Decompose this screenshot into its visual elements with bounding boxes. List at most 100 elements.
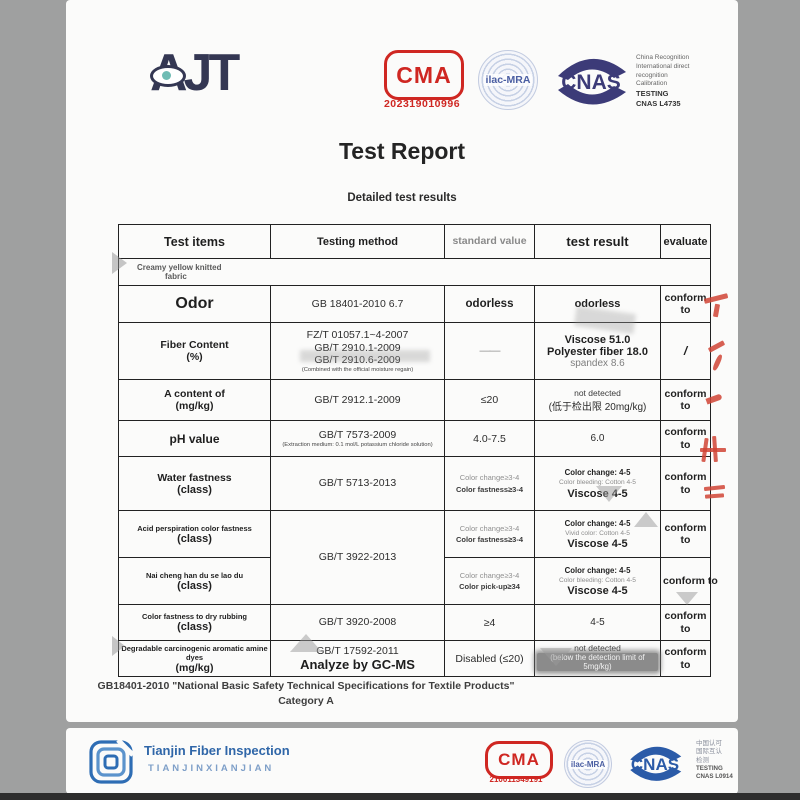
caption-line: International direct: [636, 62, 690, 70]
item-name: Degradable carcinogenic aromatic amine d…: [121, 643, 268, 662]
test-result: not detected: [574, 387, 621, 398]
item-unit: (mg/kg): [175, 400, 214, 412]
item-name: Water fastness: [157, 471, 232, 484]
eye-iris: [162, 71, 171, 80]
ilac-mra-label: ilac-MRA: [483, 74, 533, 86]
item-unit: (class): [177, 532, 212, 545]
col-header-test-items: Test items: [118, 224, 271, 259]
footnote-standard: GB18401-2010 "National Basic Safety Tech…: [97, 680, 515, 692]
sample-line: fabric: [165, 272, 187, 281]
cma-label: CMA: [396, 61, 452, 88]
test-result: Color change: 4-5: [564, 565, 631, 575]
cma-certificate-number: 210011349191: [489, 775, 543, 784]
col-header-standard-value: standard value: [444, 224, 535, 259]
test-result: Viscose 4-5: [567, 538, 628, 551]
photo-artifact: [540, 648, 572, 666]
caption-line: CNAS L4735: [636, 99, 681, 109]
photo-artifact: [634, 512, 658, 527]
test-result: Color bleeding: Cotton 4-5: [559, 479, 636, 487]
cnas-label: CNAS: [561, 71, 621, 94]
test-result: not detected: [574, 643, 621, 653]
standard-value: ≤20: [480, 394, 499, 406]
test-result: Vivid color: Cotton 4-5: [565, 529, 630, 537]
tianjin-fiber-inspection-logo: [89, 739, 134, 784]
page-subtitle: Detailed test results: [347, 192, 457, 204]
method: GB/T 17592-2011: [316, 644, 399, 657]
table-header-row: Test items Testing method standard value…: [118, 224, 711, 259]
evaluation: conform to: [664, 646, 707, 671]
caption-line: 国际互认: [696, 748, 722, 756]
caption-line: TESTING: [696, 765, 723, 773]
col-header-test-result: test result: [534, 224, 661, 259]
cma-label: CMA: [498, 750, 540, 769]
evaluation: conform to: [664, 426, 707, 451]
cnas-caption: 中国认可 国际互认 检测 TESTING CNAS L0914: [696, 740, 740, 781]
footer-bar: Tianjin Fiber Inspection TIANJINXIANJIAN…: [66, 728, 738, 794]
item-unit: (mg/kg): [175, 661, 214, 674]
item-name: Acid perspiration color fastness: [137, 523, 252, 533]
method: GB/T 3922-2013: [318, 551, 397, 564]
table-row-ph: pH value GB/T 7573-2009 (Extraction medi…: [118, 420, 711, 457]
cma-mark-icon: CMA: [384, 50, 464, 100]
standard-value: Disabled (≤20): [455, 652, 524, 665]
table-row-sample: Creamy yellow knitted fabric: [118, 258, 711, 286]
page-title: Test Report: [338, 138, 466, 164]
evaluation: conform to: [664, 387, 707, 412]
standard-value: Color change≥3-4: [459, 473, 520, 483]
col-header-testing-method: Testing method: [270, 224, 445, 259]
item-unit: (%): [186, 351, 203, 363]
method: GB/T 7573-2009: [318, 429, 397, 442]
method: GB 18401-2010 6.7: [311, 297, 404, 310]
method: GB/T 2910.1-2009: [314, 341, 401, 354]
cnas-swoosh-icon: [630, 746, 682, 781]
sample-description-cell: Creamy yellow knitted fabric: [118, 258, 711, 286]
cma-mark-icon: CMA: [485, 741, 553, 779]
standard-value: Color fastness≥3-4: [455, 535, 524, 544]
footer-org-name: Tianjin Fiber Inspection: [144, 743, 290, 758]
method: Analyze by GC-MS: [300, 657, 415, 673]
method-note: (Extraction medium: 0.1 mol/L potassium …: [282, 441, 433, 448]
table-row-dry-rubbing: Color fastness to dry rubbing (class) GB…: [118, 604, 711, 641]
cnas-label: CNAS: [630, 755, 680, 774]
standard-value: Color change≥3-4: [459, 523, 520, 533]
table-row-alkali-perspiration: Nai cheng han du se lao du (class) Color…: [118, 557, 718, 605]
photo-artifact: [596, 486, 622, 502]
test-result: Viscose 51.0: [564, 333, 631, 346]
method: FZ/T 01057.1~4-2007: [306, 329, 409, 342]
test-result: Viscose 4-5: [567, 585, 628, 598]
test-results-table: Test items Testing method standard value…: [118, 224, 718, 677]
cnas-mark-icon: CNAS: [552, 54, 630, 110]
cma-certificate-number: 202319010996: [383, 98, 461, 110]
standard-value: ——: [479, 345, 501, 357]
method: GB/T 5713-2013: [318, 477, 397, 490]
method: GB/T 2912.1-2009: [314, 393, 401, 406]
footnote-category: Category A: [278, 695, 334, 707]
evaluation: conform to: [664, 471, 707, 496]
test-result: Color change: 4-5: [564, 518, 631, 528]
caption-line: recognition: [636, 71, 668, 79]
report-page: AJT CMA 202319010996 ilac-MRA CNAS China…: [66, 0, 738, 722]
standard-value: odorless: [465, 298, 514, 310]
eye-icon: [150, 65, 186, 87]
standard-value: Color pick-up≥34: [459, 582, 520, 591]
caption-line: 检测: [696, 756, 709, 764]
standard-value: Color change≥3-4: [459, 570, 520, 580]
test-result: spandex 8.6: [570, 357, 625, 369]
photo-bottom-edge: [0, 793, 800, 800]
cnas-mark-icon: CNAS: [622, 743, 688, 785]
method-note: (Combined with the official moisture reg…: [301, 366, 414, 373]
method: GB/T 3920-2008: [318, 616, 397, 629]
caption-line: China Recognition: [636, 54, 690, 61]
table-row-water-fastness: Water fastness (class) GB/T 5713-2013 Co…: [118, 456, 711, 511]
table-row-azo-dyes: Degradable carcinogenic aromatic amine d…: [118, 640, 711, 677]
col-header-evaluate: evaluate: [660, 224, 711, 259]
red-stamp-fragment: [698, 288, 738, 506]
item-name: Nai cheng han du se lao du: [145, 570, 244, 580]
evaluation: conform to: [664, 291, 707, 316]
photo-artifact: [290, 634, 322, 652]
test-result: Color bleeding: Cotton 4-5: [559, 576, 636, 584]
photo-artifact: [300, 350, 430, 362]
caption-line: Calibration: [636, 80, 668, 88]
item-unit: (class): [177, 621, 212, 633]
